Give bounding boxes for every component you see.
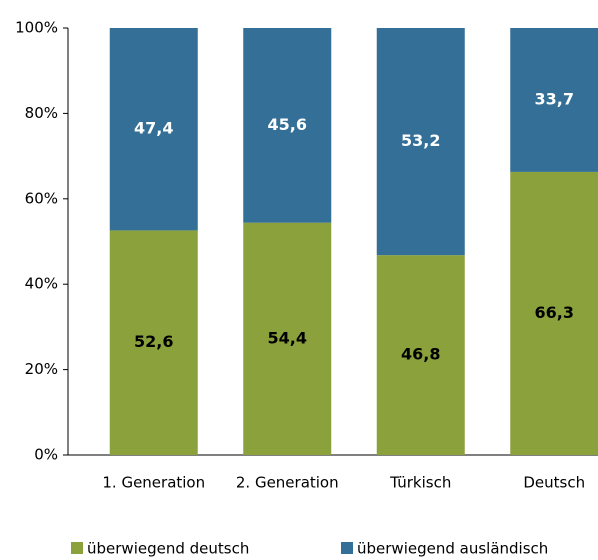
value-label: 54,4 xyxy=(268,328,307,347)
y-tick-label: 40% xyxy=(25,275,58,293)
value-label: 46,8 xyxy=(401,345,440,364)
value-label: 53,2 xyxy=(401,131,440,150)
y-tick-label: 100% xyxy=(15,19,58,37)
bar-segment xyxy=(243,28,332,223)
y-tick-label: 0% xyxy=(34,446,58,464)
x-tick-label: Türkisch xyxy=(389,474,451,492)
bar-segment xyxy=(243,222,332,455)
bar-segment xyxy=(109,230,198,455)
value-label: 45,6 xyxy=(268,115,307,134)
bar-segment xyxy=(510,28,598,172)
bar-segment xyxy=(109,28,198,231)
legend-swatch xyxy=(71,542,83,554)
legend-swatch xyxy=(341,542,353,554)
y-tick-label: 80% xyxy=(25,104,58,122)
legend-label: überwiegend deutsch xyxy=(87,540,249,558)
legend-label: überwiegend ausländisch xyxy=(357,540,548,558)
bar-segment xyxy=(376,255,465,455)
x-tick-label: 1. Generation xyxy=(102,474,205,492)
value-label: 33,7 xyxy=(535,89,574,108)
value-label: 52,6 xyxy=(134,332,173,351)
value-label: 66,3 xyxy=(535,303,574,322)
y-tick-label: 60% xyxy=(25,189,58,207)
value-label: 47,4 xyxy=(134,119,173,138)
bar-segment xyxy=(510,171,598,456)
bar-segment xyxy=(376,28,465,256)
x-tick-label: 2. Generation xyxy=(236,474,339,492)
x-tick-label: Deutsch xyxy=(523,474,585,492)
y-tick-label: 20% xyxy=(25,360,58,378)
